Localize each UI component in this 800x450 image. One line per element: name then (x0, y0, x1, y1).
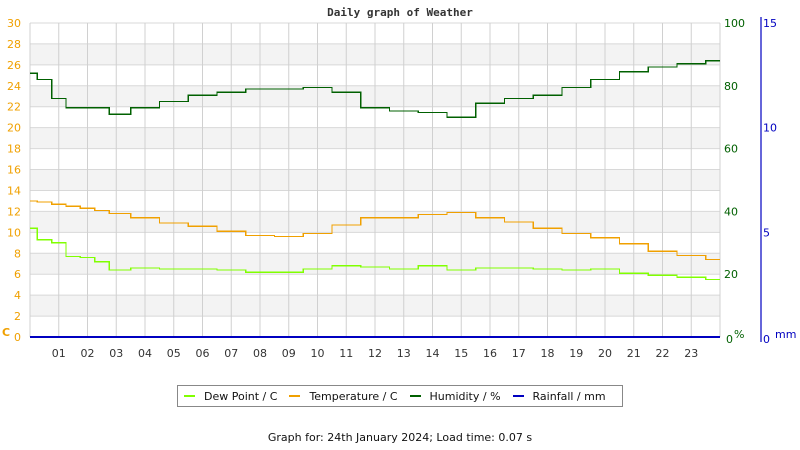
x-tick-label: 02 (81, 347, 95, 360)
left-tick-label: 28 (7, 38, 21, 51)
left-tick-label: 22 (7, 101, 21, 114)
humidity-tick-label: 40 (724, 205, 738, 218)
x-tick-label: 22 (656, 347, 670, 360)
chart-title: Daily graph of Weather (327, 6, 473, 19)
humidity-tick-label: 20 (724, 268, 738, 281)
x-tick-label: 03 (109, 347, 123, 360)
left-tick-label: 20 (7, 122, 21, 135)
x-tick-label: 08 (253, 347, 267, 360)
humidity-tick-label: 100 (724, 17, 745, 30)
x-tick-label: 07 (224, 347, 238, 360)
legend-label: Humidity / % (429, 389, 501, 403)
left-tick-label: 24 (7, 80, 21, 93)
left-tick-label: 18 (7, 143, 21, 156)
legend-item-rainfall: Rainfall / mm (511, 390, 606, 403)
x-tick-label: 01 (52, 347, 66, 360)
x-tick-label: 05 (167, 347, 181, 360)
legend-item-temperature: Temperature / C (287, 389, 398, 403)
humidity-line (30, 60, 720, 118)
humidity-swatch-icon (409, 395, 421, 397)
data-series (30, 60, 720, 338)
left-tick-label: 16 (7, 164, 21, 177)
dew-point-swatch-icon (184, 395, 195, 397)
x-tick-label: 19 (569, 347, 583, 360)
weather-chart: Daily graph of Weather 01 02 03 04 05 06 07 08 0… (2, 6, 796, 360)
x-tick-label: 17 (512, 347, 526, 360)
temperature-line (30, 200, 720, 261)
left-tick-label: 26 (7, 59, 21, 72)
rainfall-tick-label: 5 (763, 226, 770, 239)
x-tick-label: 20 (598, 347, 612, 360)
x-tick-label: 10 (311, 347, 325, 360)
x-tick-label: 15 (454, 347, 468, 360)
dew-point-line (30, 227, 720, 281)
rainfall-tick-label: 10 (763, 122, 777, 135)
humidity-tick-label: 0 (726, 333, 733, 346)
x-tick-label: 09 (282, 347, 296, 360)
left-tick-label: 0 (14, 331, 21, 344)
axes: 01 02 03 04 05 06 07 08 09 10 11 12 13 14 15 16 17 18 19 20… (2, 17, 796, 360)
x-tick-label: 12 (368, 347, 382, 360)
rainfall-axis-unit: mm (775, 328, 796, 341)
legend-item-humidity: Humidity / % (408, 390, 501, 403)
humidity-tick-label: 60 (724, 143, 738, 156)
x-tick-label: 11 (339, 347, 353, 360)
left-tick-label: 30 (7, 17, 21, 30)
x-tick-label: 06 (196, 347, 210, 360)
left-tick-label: 8 (14, 247, 21, 260)
rainfall-tick-label: 0 (763, 333, 770, 346)
chart-legend: Dew Point / C Temperature / C Humidity /… (177, 385, 623, 407)
left-axis-unit: C (2, 326, 10, 339)
x-tick-label: 21 (627, 347, 641, 360)
left-tick-label: 2 (14, 310, 21, 323)
rainfall-swatch-icon (512, 395, 524, 397)
legend-label: Temperature / C (309, 389, 398, 403)
x-tick-label: 18 (541, 347, 555, 360)
x-tick-label: 16 (483, 347, 497, 360)
humidity-tick-label: 80 (724, 80, 738, 93)
x-tick-label: 13 (397, 347, 411, 360)
left-tick-label: 10 (7, 226, 21, 239)
temperature-swatch-icon (289, 395, 301, 397)
graph-footer: Graph for: 24th January 2024; Load time:… (267, 431, 533, 444)
x-tick-label: 04 (138, 347, 152, 360)
legend-label: Rainfall / mm (532, 389, 606, 403)
left-tick-label: 4 (14, 289, 21, 302)
left-tick-label: 14 (7, 184, 21, 197)
legend-item-dew-point: Dew Point / C (182, 390, 277, 403)
x-tick-label: 14 (426, 347, 440, 360)
left-tick-label: 12 (7, 205, 21, 218)
left-tick-label: 6 (14, 268, 21, 281)
humidity-axis-unit: % (734, 328, 744, 341)
rainfall-tick-label: 15 (763, 17, 777, 30)
x-tick-label: 23 (684, 347, 698, 360)
legend-label: Dew Point / C (204, 389, 278, 403)
